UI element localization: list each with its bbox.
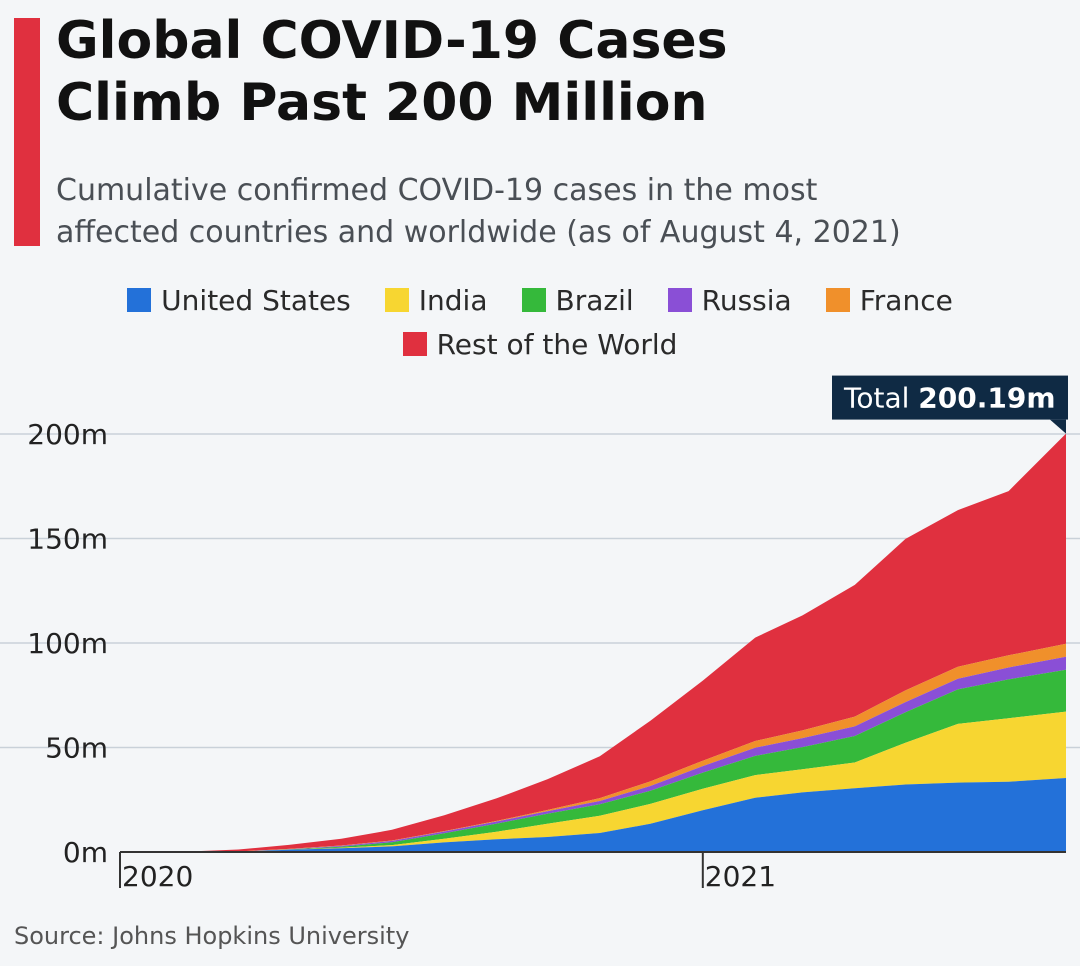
- chart-subtitle-line-1: Cumulative confirmed COVID-19 cases in t…: [56, 173, 818, 208]
- legend-label: France: [859, 283, 953, 317]
- chart-subtitle-line-2: affected countries and worldwide (as of …: [56, 215, 901, 250]
- area-series: [120, 433, 1066, 852]
- y-tick-label: 150m: [27, 523, 108, 556]
- y-tick-label: 0m: [63, 836, 108, 869]
- legend-swatch: [825, 288, 850, 312]
- legend-swatch: [667, 288, 692, 312]
- legend-item-india: India: [384, 283, 488, 317]
- y-tick-label: 200m: [27, 418, 108, 451]
- legend-item-rest-of-the-world: Rest of the World: [402, 327, 678, 361]
- legend-item-united-states: United States: [127, 284, 351, 317]
- area-rest-of-the-world: [120, 433, 1066, 852]
- legend-label: Rest of the World: [436, 327, 678, 361]
- total-callout-value: 200.19m: [918, 382, 1055, 415]
- legend-row-2: Rest of the World: [0, 322, 1080, 366]
- legend-label: United States: [161, 283, 351, 317]
- area-india: [120, 711, 1066, 852]
- axes: 0m 50m 100m 150m 200m 2020 2021: [27, 418, 1066, 893]
- legend-label: Russia: [701, 283, 792, 317]
- legend-label: India: [418, 283, 488, 317]
- total-callout-pointer: [1050, 419, 1066, 434]
- chart-title-line-2: Climb Past 200 Million: [56, 73, 708, 133]
- chart-title-line-1: Global COVID-19 Cases: [56, 11, 728, 71]
- y-tick-label: 100m: [27, 627, 108, 660]
- x-tick-label: 2021: [705, 860, 776, 893]
- area-united-states: [120, 778, 1066, 852]
- total-annotation: Total 200.19m: [832, 375, 1068, 434]
- total-callout-box: [832, 375, 1068, 420]
- area-brazil: [120, 669, 1066, 852]
- accent-bar: [14, 18, 40, 246]
- legend-swatch: [521, 288, 546, 312]
- chart-title: Global COVID-19 Cases Climb Past 200 Mil…: [56, 10, 1056, 134]
- y-tick-label: 50m: [45, 732, 108, 765]
- source-note: Source: Johns Hopkins University: [14, 922, 410, 950]
- total-callout-label: Total: [843, 382, 918, 415]
- legend-item-brazil: Brazil: [521, 283, 634, 317]
- legend-item-france: France: [825, 283, 953, 317]
- area-russia: [120, 656, 1066, 852]
- area-france: [120, 643, 1066, 852]
- legend: United States India Brazil Russia France…: [0, 278, 1080, 366]
- legend-row-1: United States India Brazil Russia France: [0, 278, 1080, 322]
- chart-subtitle: Cumulative confirmed COVID-19 cases in t…: [56, 170, 1066, 254]
- legend-item-russia: Russia: [667, 283, 792, 317]
- legend-swatch: [402, 332, 427, 356]
- x-tick-label: 2020: [122, 860, 193, 893]
- legend-swatch: [127, 288, 152, 312]
- legend-label: Brazil: [555, 283, 634, 317]
- total-callout-text: Total 200.19m: [843, 382, 1056, 415]
- area-chart: 0m 50m 100m 150m 200m 2020 2021 Total 200.19m: [0, 375, 1080, 893]
- legend-swatch: [384, 288, 409, 312]
